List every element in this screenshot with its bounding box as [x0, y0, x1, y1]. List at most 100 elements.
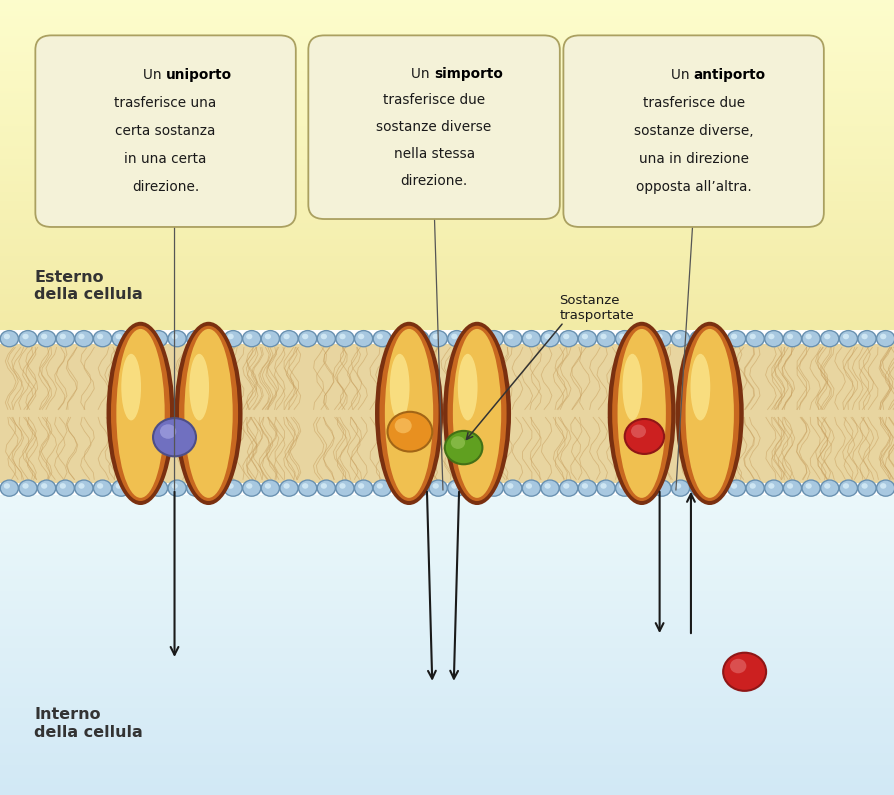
Bar [0, 48, 894, 52]
Bar [0, 213, 894, 217]
Circle shape [75, 332, 92, 346]
Bar [0, 42, 894, 47]
Bar [0, 632, 894, 636]
Circle shape [246, 483, 252, 489]
Bar [0, 108, 894, 113]
Circle shape [805, 483, 811, 489]
Circle shape [522, 481, 539, 495]
Bar [0, 130, 894, 134]
Circle shape [595, 330, 615, 347]
Circle shape [763, 330, 783, 347]
Bar [0, 642, 894, 646]
Bar [0, 510, 894, 514]
Text: trasferisce due: trasferisce due [642, 96, 744, 110]
Circle shape [74, 479, 94, 497]
Circle shape [187, 332, 204, 346]
Bar [0, 736, 894, 740]
Bar [0, 617, 894, 621]
Circle shape [730, 483, 737, 489]
Bar [0, 550, 894, 554]
Circle shape [413, 483, 420, 489]
Circle shape [764, 481, 781, 495]
Circle shape [190, 483, 197, 489]
Bar [0, 654, 894, 658]
Circle shape [541, 332, 558, 346]
Circle shape [387, 412, 432, 452]
Bar [0, 784, 894, 788]
Circle shape [392, 332, 409, 346]
Bar [0, 709, 894, 713]
Bar [0, 781, 894, 785]
Circle shape [502, 479, 522, 497]
Circle shape [484, 479, 503, 497]
Bar [0, 125, 894, 130]
Circle shape [208, 483, 215, 489]
Bar [0, 535, 894, 539]
Circle shape [856, 479, 876, 497]
Bar [0, 194, 894, 198]
Circle shape [709, 481, 725, 495]
Circle shape [336, 332, 353, 346]
Circle shape [18, 330, 38, 347]
Bar [0, 540, 894, 544]
Circle shape [190, 334, 197, 339]
Bar [0, 719, 894, 723]
Circle shape [37, 479, 56, 497]
Circle shape [560, 481, 577, 495]
Bar [0, 602, 894, 606]
Circle shape [1, 481, 18, 495]
Bar [0, 607, 894, 611]
Circle shape [428, 330, 448, 347]
Bar [0, 557, 894, 561]
Circle shape [558, 479, 578, 497]
Circle shape [786, 334, 792, 339]
Circle shape [693, 334, 699, 339]
Text: direzione.: direzione. [131, 180, 199, 194]
Bar [0, 221, 894, 226]
Circle shape [688, 479, 708, 497]
Bar [0, 235, 894, 239]
Bar [0, 56, 894, 60]
Circle shape [728, 332, 744, 346]
Circle shape [448, 481, 465, 495]
Circle shape [148, 330, 168, 347]
Bar [0, 495, 894, 499]
Bar [0, 778, 894, 782]
Circle shape [485, 332, 502, 346]
Circle shape [413, 334, 420, 339]
Bar [0, 758, 894, 762]
Bar [0, 177, 894, 181]
Bar [0, 285, 894, 289]
Circle shape [4, 334, 10, 339]
Bar [0, 67, 894, 72]
Bar [0, 652, 894, 656]
Circle shape [507, 334, 513, 339]
Ellipse shape [690, 354, 710, 421]
Ellipse shape [179, 326, 238, 501]
Circle shape [262, 332, 278, 346]
Circle shape [410, 332, 427, 346]
Circle shape [783, 332, 800, 346]
Circle shape [391, 479, 410, 497]
Circle shape [336, 481, 353, 495]
Bar [0, 219, 894, 223]
Bar [0, 694, 894, 698]
Bar [0, 739, 894, 743]
Bar [0, 528, 894, 532]
Circle shape [130, 330, 149, 347]
Circle shape [581, 483, 587, 489]
Circle shape [97, 483, 103, 489]
Bar [0, 630, 894, 634]
Circle shape [722, 653, 765, 691]
Bar [0, 766, 894, 770]
Bar [0, 667, 894, 671]
Circle shape [465, 479, 485, 497]
Bar [0, 72, 894, 77]
Circle shape [767, 334, 773, 339]
Circle shape [876, 481, 893, 495]
Circle shape [693, 483, 699, 489]
Circle shape [671, 481, 688, 495]
Circle shape [655, 334, 662, 339]
Bar [0, 707, 894, 711]
Circle shape [802, 481, 819, 495]
